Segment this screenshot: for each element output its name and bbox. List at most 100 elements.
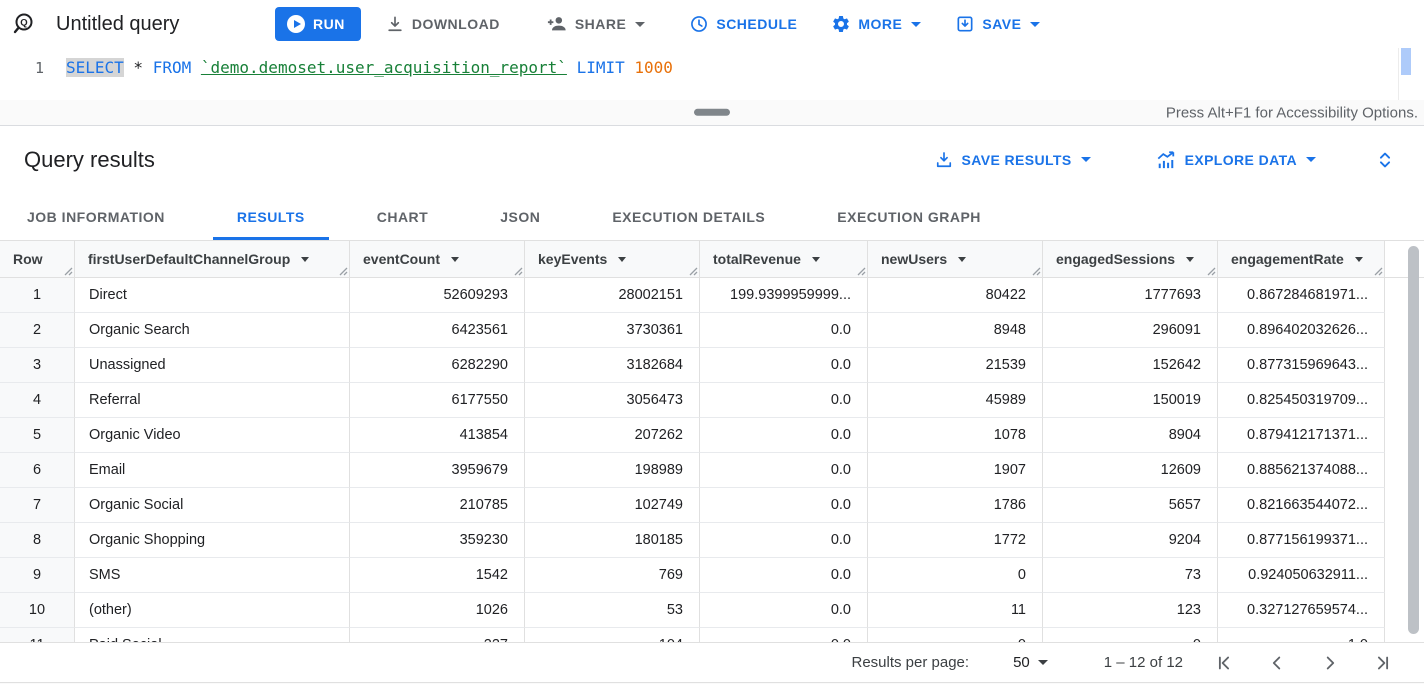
data-cell: Email: [75, 453, 350, 488]
collapse-panel-button[interactable]: [1374, 148, 1396, 172]
tab-execution-details[interactable]: EXECUTION DETAILS: [612, 208, 766, 225]
tab-json[interactable]: JSON: [500, 208, 541, 225]
chevron-down-icon: [635, 21, 646, 27]
sql-token: 1000: [634, 58, 673, 77]
table-row: 7 Organic Social 210785 102749 0.0 1786 5657 0.…: [0, 488, 1424, 523]
caret-down-icon[interactable]: [958, 256, 967, 262]
tab-chart[interactable]: CHART: [376, 208, 429, 225]
save-button[interactable]: SAVE: [955, 14, 1041, 34]
more-label: MORE: [858, 16, 903, 32]
column-header-engagedSessions[interactable]: engagedSessions: [1043, 241, 1218, 277]
diagonal-grip-icon[interactable]: [1373, 266, 1383, 276]
column-header-newUsers[interactable]: newUsers: [868, 241, 1043, 277]
editor-scrollbar-track[interactable]: [1398, 48, 1412, 100]
column-header-label: firstUserDefaultChannelGroup: [88, 251, 291, 267]
last-page-button[interactable]: [1372, 652, 1394, 674]
diagonal-grip-icon[interactable]: [856, 266, 866, 276]
caret-down-icon[interactable]: [451, 256, 459, 262]
data-cell: Organic Video: [75, 418, 350, 453]
data-cell: 3056473: [525, 383, 700, 418]
data-cell: 0.0: [700, 453, 868, 488]
diagonal-grip-icon[interactable]: [513, 266, 523, 276]
page-size-select[interactable]: 50: [1013, 654, 1048, 671]
save-label: SAVE: [982, 16, 1022, 32]
data-cell: 1777693: [1043, 278, 1218, 313]
tab-results[interactable]: RESULTS: [213, 193, 329, 240]
data-cell: Organic Social: [75, 488, 350, 523]
table-row: 9 SMS 1542 769 0.0 0 73 0.924050632911...: [0, 558, 1424, 593]
column-header-engagementRate[interactable]: engagementRate: [1218, 241, 1385, 277]
table-row: 3 Unassigned 6282290 3182684 0.0 21539 152642 0…: [0, 348, 1424, 383]
data-cell: 1.0: [1218, 628, 1385, 642]
data-cell: 1786: [868, 488, 1043, 523]
data-cell: 1772: [868, 523, 1043, 558]
data-cell: 6282290: [350, 348, 525, 383]
caret-down-icon[interactable]: [301, 256, 310, 262]
gear-icon: [831, 14, 851, 34]
table-row: 1 Direct 52609293 28002151 199.9399959999...…: [0, 278, 1424, 313]
data-cell: 0.327127659574...: [1218, 593, 1385, 628]
column-header-totalRevenue[interactable]: totalRevenue: [700, 241, 868, 277]
chevron-down-icon: [1037, 660, 1048, 665]
diagonal-grip-icon[interactable]: [1206, 266, 1216, 276]
page-range-label: 1 – 12 of 12: [1103, 654, 1183, 671]
sql-editor[interactable]: 1 SELECT * FROM `demo.demoset.user_acqui…: [0, 48, 1424, 100]
data-cell: 1542: [350, 558, 525, 593]
data-cell: 12609: [1043, 453, 1218, 488]
share-button[interactable]: SHARE: [546, 14, 646, 34]
data-cell: 80422: [868, 278, 1043, 313]
column-header-keyEvents[interactable]: keyEvents: [525, 241, 700, 277]
column-header-firstUserDefaultChannelGroup[interactable]: firstUserDefaultChannelGroup: [75, 241, 350, 277]
column-header-Row: Row: [0, 241, 75, 277]
data-cell: 769: [525, 558, 700, 593]
diagonal-grip-icon[interactable]: [338, 266, 348, 276]
data-cell: 0.821663544072...: [1218, 488, 1385, 523]
first-page-button[interactable]: [1213, 652, 1235, 674]
data-cell: 21539: [868, 348, 1043, 383]
data-cell: 0.924050632911...: [1218, 558, 1385, 593]
column-header-eventCount[interactable]: eventCount: [350, 241, 525, 277]
data-cell: Organic Shopping: [75, 523, 350, 558]
tab-execution-graph[interactable]: EXECUTION GRAPH: [837, 208, 981, 225]
save-results-button[interactable]: SAVE RESULTS: [934, 150, 1091, 170]
caret-down-icon[interactable]: [1354, 256, 1363, 262]
data-cell: 6423561: [350, 313, 525, 348]
data-cell: 1078: [868, 418, 1043, 453]
previous-page-button[interactable]: [1266, 652, 1288, 674]
table-row: 11Paid Social2271040.0001.0: [0, 628, 1424, 642]
splitter-drag-handle[interactable]: [694, 108, 730, 116]
window-bottom-edge: [0, 682, 1424, 684]
table-row: 4 Referral 6177550 3056473 0.0 45989 150019 0.8…: [0, 383, 1424, 418]
data-cell: 3959679: [350, 453, 525, 488]
editor-footer-strip: Press Alt+F1 for Accessibility Options.: [0, 100, 1424, 126]
sql-token: [191, 58, 201, 77]
run-button[interactable]: RUN: [275, 7, 361, 41]
data-cell: 413854: [350, 418, 525, 453]
data-cell: 0.867284681971...: [1218, 278, 1385, 313]
results-title: Query results: [24, 146, 155, 172]
table-body: 1 Direct 52609293 28002151 199.9399959999...…: [0, 278, 1424, 642]
caret-down-icon[interactable]: [618, 256, 627, 262]
caret-down-icon[interactable]: [811, 256, 820, 262]
more-button[interactable]: MORE: [831, 14, 922, 34]
sql-code-line[interactable]: SELECT * FROM `demo.demoset.user_acquisi…: [66, 56, 673, 80]
data-cell: 0.0: [700, 593, 868, 628]
results-scrollbar-thumb[interactable]: [1408, 246, 1419, 634]
row-number-cell: 3: [0, 348, 75, 383]
query-magnifier-icon: Q: [13, 13, 33, 34]
download-button[interactable]: DOWNLOAD: [385, 14, 500, 34]
editor-scrollbar-thumb[interactable]: [1401, 48, 1411, 75]
schedule-button[interactable]: SCHEDULE: [689, 14, 797, 34]
column-header-label: engagedSessions: [1056, 251, 1176, 267]
caret-down-icon[interactable]: [1186, 256, 1195, 262]
diagonal-grip-icon[interactable]: [1031, 266, 1041, 276]
data-cell: 6177550: [350, 383, 525, 418]
data-cell: 8948: [868, 313, 1043, 348]
next-page-button[interactable]: [1319, 652, 1341, 674]
download-tray-icon: [934, 150, 954, 170]
play-circle-icon: [287, 15, 305, 33]
tab-job-information[interactable]: JOB INFORMATION: [27, 208, 165, 225]
explore-data-button[interactable]: EXPLORE DATA: [1155, 150, 1316, 170]
diagonal-grip-icon[interactable]: [63, 266, 73, 276]
diagonal-grip-icon[interactable]: [688, 266, 698, 276]
